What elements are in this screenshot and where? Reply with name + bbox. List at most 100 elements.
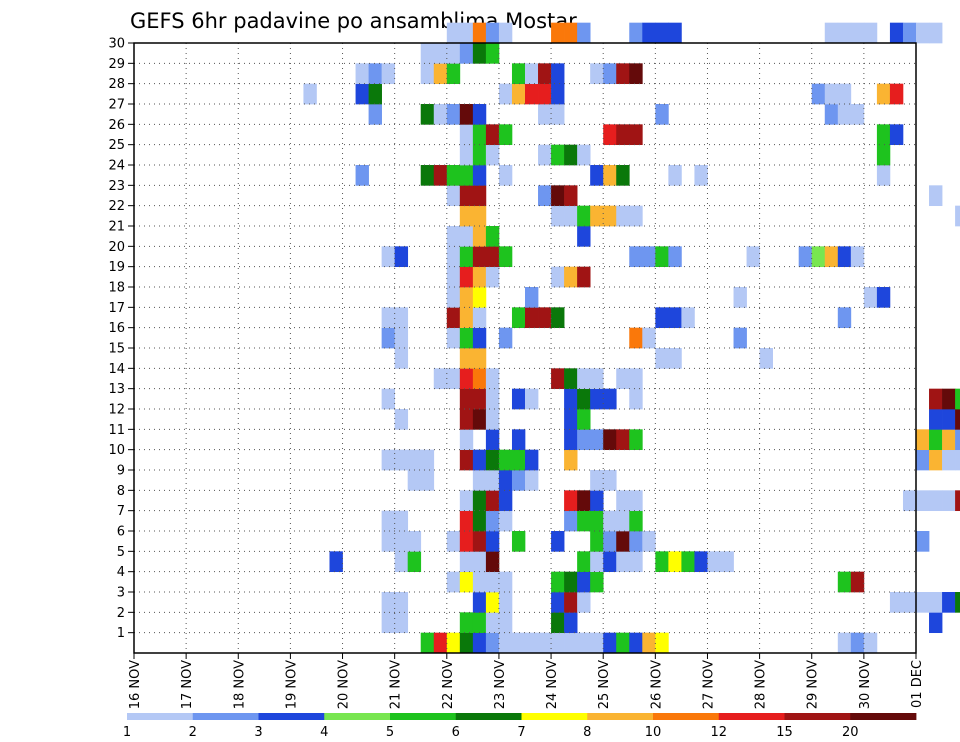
precip-cell [655, 348, 669, 369]
precip-cell [485, 388, 500, 410]
precip-cell [446, 165, 461, 186]
precip-cell [876, 165, 891, 186]
precip-cell [446, 63, 461, 85]
x-tick-label: 21 NOV [389, 660, 404, 709]
precip-cell [381, 612, 396, 634]
precip-cell [498, 612, 513, 634]
precip-cell [498, 571, 513, 593]
precip-cell [511, 531, 526, 552]
precip-cell [538, 83, 552, 105]
y-tick-label: 9 [117, 464, 125, 479]
precip-cell [407, 551, 422, 573]
precip-cell [472, 246, 487, 268]
y-tick-label: 16 [108, 321, 125, 336]
precip-cell [472, 470, 487, 491]
precip-cell [498, 327, 513, 349]
x-tick-label: 01 DEC [910, 660, 925, 708]
precip-cell [629, 490, 643, 512]
precip-cell [603, 632, 617, 654]
precip-cell [929, 388, 943, 410]
y-tick-label: 27 [108, 98, 125, 113]
precip-cell [707, 551, 721, 573]
legend-label: 7 [517, 725, 525, 740]
precip-cell [329, 551, 343, 573]
precip-cell [485, 368, 500, 390]
precip-cell [472, 449, 487, 471]
precip-cell [876, 83, 891, 105]
precip-cell [433, 104, 448, 125]
precip-cell [381, 510, 396, 532]
x-axis: 16 NOV 17 NOV 18 NOV 19 NOV 20 NOV 21 NOV 22 N… [128, 653, 925, 709]
precip-cell [472, 388, 487, 410]
legend-swatch [784, 713, 851, 720]
precip-cell [538, 307, 552, 329]
precip-cell [850, 571, 865, 593]
precip-cell [642, 246, 656, 268]
precip-cell [733, 287, 747, 308]
precip-cell [472, 165, 487, 186]
precip-cell [577, 266, 591, 288]
precip-cell [368, 104, 382, 125]
precip-cell [668, 22, 682, 44]
precip-cell [459, 510, 474, 532]
x-tick-label: 27 NOV [701, 660, 716, 709]
legend-label: 5 [386, 725, 394, 740]
precip-cell [420, 632, 435, 654]
precip-cell [485, 124, 500, 146]
precip-cell [629, 205, 643, 227]
precip-cell [381, 388, 396, 410]
precip-cell [433, 632, 448, 654]
precip-cell [485, 144, 500, 166]
precip-cell [577, 551, 591, 573]
precip-cell [498, 165, 513, 186]
y-tick-label: 18 [108, 281, 125, 296]
precip-cell [394, 592, 409, 613]
precip-cell [668, 165, 682, 186]
precip-cell [459, 531, 474, 552]
precip-cell [616, 124, 630, 146]
precip-cell [942, 429, 956, 451]
precip-cell [551, 22, 565, 44]
precip-cell [916, 490, 930, 512]
precip-cell [459, 22, 474, 44]
precip-cell [629, 22, 643, 44]
precip-cell [498, 510, 513, 532]
precip-cell [551, 368, 565, 390]
x-tick-label: 23 NOV [493, 660, 508, 709]
precip-cell [525, 632, 539, 654]
precip-cell [498, 490, 513, 512]
precip-cell [485, 429, 500, 451]
precip-cell [511, 63, 526, 85]
precip-cell [303, 83, 317, 105]
precip-cell [485, 22, 500, 44]
precip-cell [577, 205, 591, 227]
precip-cell [629, 63, 643, 85]
precip-cell [446, 43, 461, 64]
precip-cell [525, 287, 539, 308]
legend-swatch [258, 713, 325, 720]
precip-cell [459, 226, 474, 247]
y-tick-label: 15 [108, 342, 125, 357]
precip-cell [472, 327, 487, 349]
precip-cell [459, 612, 474, 634]
precip-cell [629, 368, 643, 390]
precip-cell [446, 368, 461, 390]
precip-cell [459, 368, 474, 390]
legend-swatch [718, 713, 785, 720]
precip-cell [394, 449, 409, 471]
precip-cell [629, 388, 643, 410]
precip-cell [629, 510, 643, 532]
precip-cell [446, 531, 461, 552]
precip-cell [551, 592, 565, 613]
precip-cell [837, 22, 852, 44]
precip-cell [511, 632, 526, 654]
precip-cell [876, 287, 891, 308]
precip-cell [876, 144, 891, 166]
precip-cell [381, 307, 396, 329]
precip-cell [368, 83, 382, 105]
precip-cell [420, 449, 435, 471]
precip-cell [811, 83, 826, 105]
precip-cell [446, 104, 461, 125]
legend-label: 10 [645, 725, 662, 740]
precip-cell [446, 226, 461, 247]
